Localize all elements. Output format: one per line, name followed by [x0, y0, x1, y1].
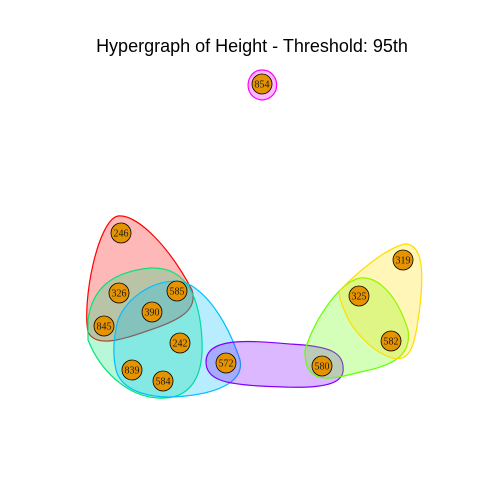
node-label: 242	[173, 339, 188, 350]
node-319: 319	[392, 249, 414, 271]
node-circle	[110, 222, 132, 244]
hyperedge-layer	[86, 69, 423, 399]
node-circle	[392, 249, 414, 271]
chart-title: Hypergraph of Height - Threshold: 95th	[96, 36, 408, 56]
node-circle	[380, 330, 402, 352]
node-839: 839	[121, 359, 143, 381]
node-572: 572	[215, 352, 237, 374]
node-circle	[311, 355, 333, 377]
node-circle	[215, 352, 237, 374]
node-582: 582	[380, 330, 402, 352]
node-circle	[152, 370, 174, 392]
node-label: 839	[125, 366, 140, 377]
hyperedge-red	[86, 215, 194, 342]
node-326: 326	[108, 282, 130, 304]
node-label: 326	[112, 289, 127, 300]
node-label: 585	[170, 287, 185, 298]
node-label: 390	[145, 308, 160, 319]
node-584: 584	[152, 370, 174, 392]
node-circle	[108, 282, 130, 304]
node-circle	[121, 359, 143, 381]
node-label: 325	[352, 292, 367, 303]
node-242: 242	[169, 332, 191, 354]
node-label: 584	[156, 377, 171, 388]
node-label: 582	[384, 337, 399, 348]
node-circle	[93, 315, 115, 337]
node-circle	[141, 301, 163, 323]
node-246: 246	[110, 222, 132, 244]
node-label: 572	[219, 359, 234, 370]
node-label: 580	[315, 362, 330, 373]
node-845: 845	[93, 315, 115, 337]
node-label: 319	[396, 256, 411, 267]
hyperedge-purple	[205, 340, 344, 388]
node-circle	[348, 285, 370, 307]
node-580: 580	[311, 355, 333, 377]
node-circle	[169, 332, 191, 354]
node-854: 854	[251, 73, 273, 95]
node-325: 325	[348, 285, 370, 307]
node-circle	[166, 280, 188, 302]
node-585: 585	[166, 280, 188, 302]
node-label: 845	[97, 322, 112, 333]
node-label: 854	[255, 80, 270, 91]
hyperedge-yellow	[338, 243, 423, 360]
node-layer: 854 246 326 585 390 845 242 839 584 572 580 319 325 5…	[93, 73, 414, 392]
node-circle	[251, 73, 273, 95]
node-label: 246	[114, 229, 129, 240]
node-390: 390	[141, 301, 163, 323]
